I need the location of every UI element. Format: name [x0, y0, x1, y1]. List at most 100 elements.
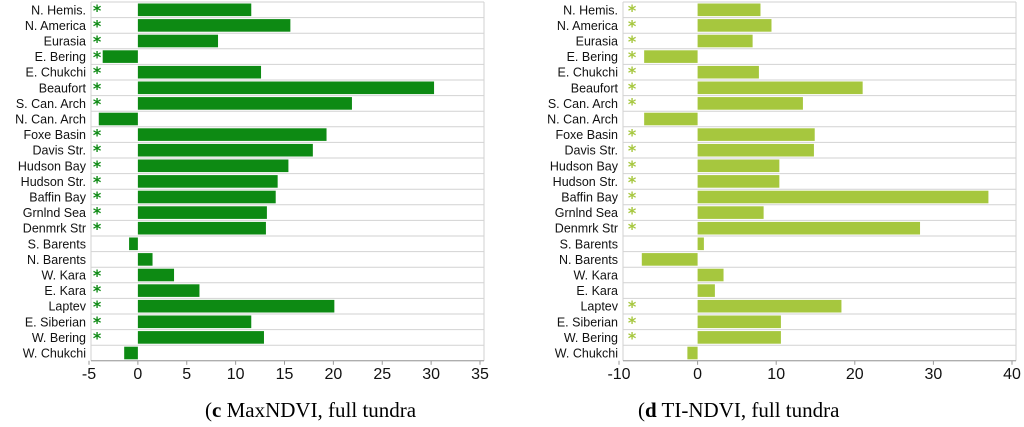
category-label: Beaufort — [39, 81, 87, 95]
category-label: Beaufort — [571, 81, 619, 95]
significance-star: * — [628, 141, 637, 160]
bar — [137, 315, 252, 329]
significance-star: * — [628, 328, 637, 347]
x-tick-label: 5 — [182, 366, 191, 383]
significance-star: * — [93, 219, 102, 238]
bar — [697, 143, 814, 157]
category-label: W. Chukchi — [23, 347, 86, 361]
category-label: Foxe Basin — [555, 128, 618, 142]
bar — [137, 143, 313, 157]
category-label: S. Barents — [560, 237, 618, 251]
significance-star: * — [93, 141, 102, 160]
bar — [697, 128, 815, 141]
x-tick-label: 0 — [693, 366, 702, 383]
bar — [697, 315, 781, 329]
bar — [137, 128, 327, 141]
x-tick-label: 20 — [846, 366, 864, 383]
significance-star: * — [628, 48, 637, 67]
significance-star: * — [93, 79, 102, 98]
category-label: S. Can. Arch — [548, 97, 618, 111]
category-label: Denmrk Str — [23, 222, 86, 236]
category-label: E. Bering — [35, 50, 86, 64]
significance-star: * — [628, 313, 637, 332]
significance-star: * — [93, 1, 102, 20]
significance-star: * — [628, 204, 637, 223]
bar — [697, 159, 780, 173]
category-label: N. Barents — [27, 253, 86, 267]
significance-star: * — [628, 219, 637, 238]
bar — [102, 50, 138, 63]
significance-star: * — [628, 157, 637, 176]
significance-star: * — [93, 48, 102, 67]
bar — [137, 65, 262, 79]
significance-star: * — [93, 157, 102, 176]
x-tick-label: 10 — [767, 366, 785, 383]
significance-star: * — [93, 266, 102, 285]
bar — [697, 190, 989, 204]
significance-star: * — [628, 297, 637, 316]
x-tick-label: 10 — [227, 366, 245, 383]
bar — [137, 3, 252, 17]
bar — [129, 237, 138, 251]
bar — [697, 331, 781, 344]
category-label: Hudson Bay — [18, 159, 87, 173]
bar — [137, 268, 175, 282]
category-label: Laptev — [580, 300, 618, 314]
category-label: S. Can. Arch — [16, 97, 86, 111]
bar — [644, 112, 698, 126]
significance-star: * — [628, 79, 637, 98]
significance-star: * — [93, 172, 102, 191]
significance-star: * — [93, 297, 102, 316]
x-tick-label: -10 — [607, 366, 630, 383]
category-label: E. Kara — [44, 284, 86, 298]
bar — [137, 284, 200, 297]
category-label: N. America — [557, 19, 618, 33]
x-tick-label: 20 — [324, 366, 342, 383]
bar — [137, 331, 264, 344]
significance-star: * — [628, 94, 637, 113]
significance-star: * — [93, 204, 102, 223]
category-label: W. Chukchi — [555, 347, 618, 361]
significance-star: * — [93, 16, 102, 35]
x-tick-label: -5 — [82, 366, 96, 383]
category-label: E. Chukchi — [26, 66, 86, 80]
significance-star: * — [628, 63, 637, 82]
caption-ti-ndvi: (d TI-NDVI, full tundra — [638, 398, 840, 422]
bar — [137, 206, 267, 219]
significance-star: * — [628, 188, 637, 207]
category-label: Baffin Bay — [561, 191, 619, 205]
category-label: W. Bering — [32, 331, 86, 345]
bar — [137, 34, 219, 48]
category-label: W. Kara — [42, 269, 87, 283]
category-label: Davis Str. — [565, 144, 619, 158]
category-label: Grnlnd Sea — [555, 206, 618, 220]
caption-maxndvi: (c MaxNDVI, full tundra — [205, 398, 417, 422]
x-tick-label: 35 — [471, 366, 489, 383]
bar — [137, 190, 276, 204]
x-tick-label: 25 — [373, 366, 391, 383]
category-label: S. Barents — [28, 237, 86, 251]
significance-star: * — [628, 126, 637, 145]
bar — [697, 65, 759, 79]
category-label: Davis Str. — [33, 144, 87, 158]
significance-star: * — [93, 328, 102, 347]
bar — [697, 3, 761, 17]
bar — [98, 112, 138, 126]
significance-star: * — [628, 1, 637, 20]
category-label: Foxe Basin — [23, 128, 86, 142]
bar — [697, 97, 803, 110]
category-label: N. Can. Arch — [15, 113, 86, 127]
bar — [137, 81, 435, 95]
category-label: Eurasia — [44, 35, 86, 49]
category-label: E. Kara — [576, 284, 618, 298]
category-label: Laptev — [48, 300, 86, 314]
bar — [697, 299, 842, 313]
category-label: Grnlnd Sea — [23, 206, 86, 220]
bar — [697, 175, 780, 188]
category-label: W. Kara — [574, 269, 619, 283]
bar — [137, 159, 289, 173]
maxndvi-chart: N. Hemis. * N. America * Eurasia * E. Bering * E… — [15, 1, 489, 383]
significance-star: * — [628, 32, 637, 51]
significance-star: * — [93, 313, 102, 332]
